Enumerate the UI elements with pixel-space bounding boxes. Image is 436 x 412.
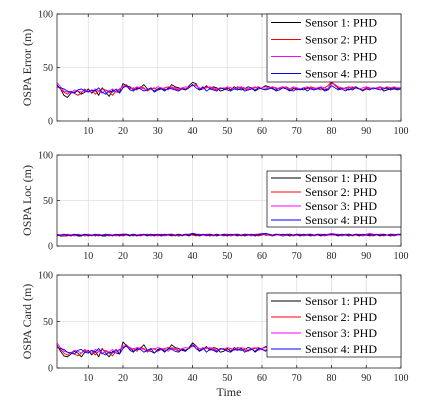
legend-label-sensor-3: Sensor 3: PHD bbox=[305, 326, 377, 340]
legend-label-sensor-1: Sensor 1: PHD bbox=[305, 16, 377, 30]
x-tick-label: 10 bbox=[83, 126, 93, 137]
y-axis-label: OSPA Card (m) bbox=[20, 284, 34, 360]
x-tick-label: 30 bbox=[153, 126, 163, 137]
x-tick-label: 80 bbox=[327, 251, 337, 262]
x-tick-label: 50 bbox=[222, 251, 232, 262]
y-axis-label: OSPA Loc (m) bbox=[20, 165, 34, 236]
x-tick-label: 40 bbox=[188, 251, 198, 262]
legend: Sensor 1: PHD Sensor 2: PHD Sensor 3: PHD S… bbox=[266, 292, 402, 358]
legend-label-sensor-1: Sensor 1: PHD bbox=[305, 294, 377, 308]
x-tick-label: 90 bbox=[361, 373, 371, 384]
x-tick-label: 90 bbox=[361, 251, 371, 262]
x-tick-label: 60 bbox=[257, 251, 267, 262]
series-line-sensor-4 bbox=[57, 232, 401, 236]
x-tick-label: 100 bbox=[394, 251, 409, 262]
x-tick-label: 80 bbox=[327, 373, 337, 384]
y-tick-label: 100 bbox=[38, 10, 53, 21]
legend-label-sensor-4: Sensor 4: PHD bbox=[305, 67, 377, 81]
legend-box bbox=[266, 170, 402, 228]
subplot-2: 10 20 30 40 50 60 70 80 90 100 0 50 100 OSPA Loc (m) S… bbox=[20, 151, 409, 263]
legend-label-sensor-4: Sensor 4: PHD bbox=[305, 342, 377, 356]
x-tick-label: 20 bbox=[118, 373, 128, 384]
y-tick-label: 100 bbox=[38, 151, 53, 162]
y-tick-label: 0 bbox=[48, 242, 53, 253]
x-tick-label: 60 bbox=[257, 126, 267, 137]
legend: Sensor 1: PHD Sensor 2: PHD Sensor 3: PHD S… bbox=[266, 13, 402, 83]
x-tick-label: 50 bbox=[222, 373, 232, 384]
series-line-sensor-2 bbox=[56, 233, 401, 237]
legend-label-sensor-2: Sensor 2: PHD bbox=[305, 310, 377, 324]
x-tick-label: 10 bbox=[83, 373, 93, 384]
x-tick-label: 80 bbox=[327, 126, 337, 137]
x-tick-label: 70 bbox=[292, 126, 302, 137]
y-tick-label: 0 bbox=[48, 364, 53, 375]
x-tick-label: 40 bbox=[188, 373, 198, 384]
x-tick-label: 30 bbox=[153, 373, 163, 384]
y-tick-label: 100 bbox=[38, 271, 53, 282]
x-tick-label: 60 bbox=[257, 373, 267, 384]
legend-label-sensor-1: Sensor 1: PHD bbox=[305, 171, 377, 185]
legend-label-sensor-2: Sensor 2: PHD bbox=[305, 33, 377, 47]
x-tick-label: 20 bbox=[118, 126, 128, 137]
subplot-3: 10 20 30 40 50 60 70 80 90 100 0 50 100 OSPA Card (m)… bbox=[20, 271, 409, 400]
x-tick-label: 10 bbox=[83, 251, 93, 262]
x-tick-label: 50 bbox=[222, 126, 232, 137]
x-tick-label: 70 bbox=[292, 373, 302, 384]
x-tick-label: 90 bbox=[361, 126, 371, 137]
y-tick-label: 50 bbox=[43, 317, 53, 328]
y-tick-label: 50 bbox=[43, 196, 53, 207]
y-tick-label: 0 bbox=[48, 117, 53, 128]
x-tick-label: 100 bbox=[394, 126, 409, 137]
x-tick-label: 70 bbox=[292, 251, 302, 262]
legend-label-sensor-2: Sensor 2: PHD bbox=[305, 185, 377, 199]
series-line-sensor-4 bbox=[56, 84, 402, 95]
legend-box bbox=[266, 13, 402, 83]
x-axis-label: Time bbox=[217, 385, 242, 399]
legend-label-sensor-3: Sensor 3: PHD bbox=[305, 50, 377, 64]
subplot-1: 10 20 30 40 50 60 70 80 90 100 0 50 100 OSPA Error (m… bbox=[20, 10, 409, 138]
x-tick-label: 20 bbox=[118, 251, 128, 262]
y-tick-label: 50 bbox=[43, 63, 53, 74]
x-tick-label: 40 bbox=[188, 126, 198, 137]
legend-label-sensor-3: Sensor 3: PHD bbox=[305, 199, 377, 213]
legend-label-sensor-4: Sensor 4: PHD bbox=[305, 213, 377, 227]
y-axis-label: OSPA Error (m) bbox=[20, 29, 34, 107]
x-tick-label: 30 bbox=[153, 251, 163, 262]
legend-box bbox=[266, 292, 402, 358]
x-tick-label: 100 bbox=[394, 373, 409, 384]
